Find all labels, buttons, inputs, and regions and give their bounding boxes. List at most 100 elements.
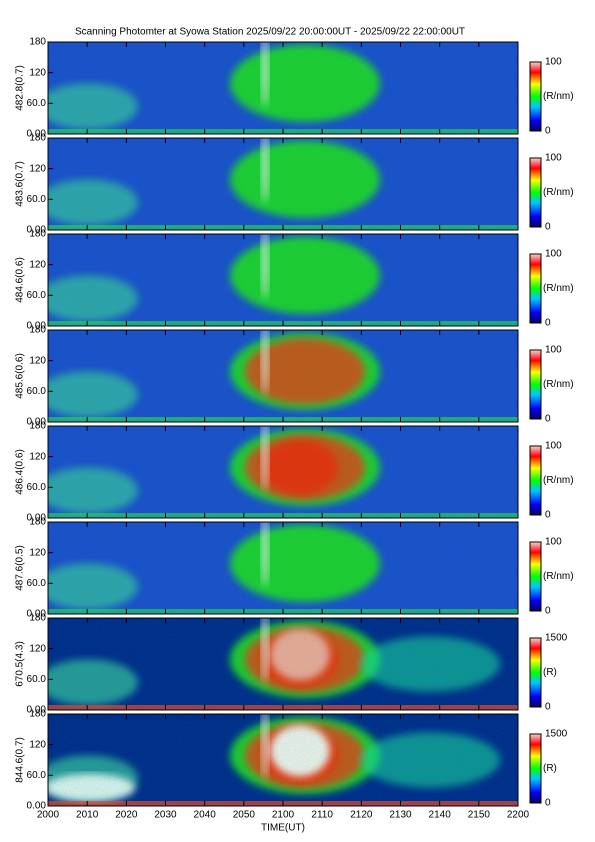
y-tick-label: 0.00 — [27, 225, 47, 236]
colorbar — [529, 157, 542, 228]
y-axis-label: 670.5(4.3) — [15, 641, 26, 687]
colorbar — [529, 61, 542, 132]
colorbar-tick-label: 0 — [545, 318, 551, 329]
keogram-noise — [48, 426, 518, 518]
x-tick-label: 2100 — [272, 810, 295, 821]
y-tick-label: 180 — [29, 517, 46, 528]
x-tick-label: 2000 — [37, 810, 60, 821]
colorbar-label: (R) — [543, 763, 557, 774]
x-tick-label: 2020 — [115, 810, 138, 821]
y-tick-label: 60.0 — [27, 578, 47, 589]
y-tick-label: 0.00 — [27, 609, 47, 620]
colorbar — [529, 349, 542, 420]
colorbar-tick-label: 100 — [545, 441, 562, 452]
colorbar-tick-label: 0 — [545, 798, 551, 809]
aurora — [48, 522, 518, 614]
keogram — [47, 713, 519, 807]
x-tick-label: 2110 — [311, 810, 333, 821]
title: Scanning Photomter at Syowa Station 2025… — [75, 27, 465, 38]
keogram — [47, 41, 519, 135]
colorbar-label: (R/nm) — [543, 187, 574, 198]
y-tick-label: 0.00 — [27, 321, 47, 332]
keogram-noise — [48, 138, 518, 230]
y-tick-label: 180 — [29, 421, 46, 432]
keogram-noise — [48, 330, 518, 422]
y-tick-label: 60.0 — [27, 482, 47, 493]
colorbar-tick-label: 0 — [545, 702, 551, 713]
keogram-noise — [48, 618, 518, 710]
y-tick-label: 60.0 — [27, 194, 47, 205]
aurora — [48, 234, 518, 326]
x-tick-label: 2150 — [468, 810, 491, 821]
x-axis-label: TIME(UT) — [261, 823, 305, 834]
keogram — [47, 425, 519, 519]
y-tick-label: 0.00 — [27, 513, 47, 524]
y-tick-label: 0.00 — [27, 417, 47, 428]
x-tick-label: 2130 — [389, 810, 412, 821]
colorbar-label: (R/nm) — [543, 283, 574, 294]
colorbar-tick-label: 100 — [545, 153, 562, 164]
y-tick-label: 180 — [29, 133, 46, 144]
keogram-noise — [48, 234, 518, 326]
keogram — [47, 617, 519, 711]
colorbar-tick-label: 0 — [545, 414, 551, 425]
colorbar-tick-label: 1500 — [545, 633, 568, 644]
y-tick-label: 120 — [29, 547, 46, 558]
keogram — [47, 233, 519, 327]
y-axis-label: 486.4(0.6) — [15, 449, 26, 495]
y-tick-label: 120 — [29, 259, 46, 270]
y-tick-label: 0.00 — [27, 705, 47, 716]
x-tick-label: 2050 — [233, 810, 256, 821]
keogram — [47, 521, 519, 615]
y-tick-label: 120 — [29, 163, 46, 174]
colorbar-tick-label: 0 — [545, 510, 551, 521]
colorbar-label: (R/nm) — [543, 91, 574, 102]
colorbar — [529, 733, 542, 804]
aurora — [48, 426, 518, 518]
y-tick-label: 0.00 — [27, 129, 47, 140]
y-tick-label: 0.00 — [27, 801, 47, 812]
y-axis-label: 485.6(0.6) — [15, 353, 26, 399]
x-tick-label: 2200 — [507, 810, 530, 821]
y-tick-label: 120 — [29, 355, 46, 366]
y-tick-label: 60.0 — [27, 770, 47, 781]
y-axis-label: 482.8(0.7) — [15, 65, 26, 111]
colorbar — [529, 637, 542, 708]
y-tick-label: 60.0 — [27, 386, 47, 397]
keogram-noise — [48, 522, 518, 614]
y-tick-label: 180 — [29, 709, 46, 720]
y-tick-label: 60.0 — [27, 98, 47, 109]
colorbar-label: (R/nm) — [543, 571, 574, 582]
x-tick-label: 2030 — [154, 810, 177, 821]
colorbar-tick-label: 100 — [545, 249, 562, 260]
colorbar-tick-label: 1500 — [545, 729, 568, 740]
x-tick-label: 2120 — [350, 810, 373, 821]
y-tick-label: 180 — [29, 613, 46, 624]
colorbar-label: (R/nm) — [543, 379, 574, 390]
colorbar — [529, 253, 542, 324]
y-axis-label: 484.6(0.6) — [15, 257, 26, 303]
y-tick-label: 180 — [29, 325, 46, 336]
colorbar — [529, 445, 542, 516]
y-tick-label: 60.0 — [27, 290, 47, 301]
keogram — [47, 329, 519, 423]
colorbar-tick-label: 100 — [545, 345, 562, 356]
y-tick-label: 180 — [29, 37, 46, 48]
colorbar-tick-label: 0 — [545, 606, 551, 617]
y-tick-label: 120 — [29, 451, 46, 462]
y-tick-label: 120 — [29, 67, 46, 78]
colorbar-tick-label: 100 — [545, 57, 562, 68]
colorbar-tick-label: 0 — [545, 222, 551, 233]
y-axis-label: 487.6(0.5) — [15, 545, 26, 591]
x-tick-label: 2010 — [76, 810, 99, 821]
colorbar — [529, 541, 542, 612]
aurora — [48, 330, 518, 422]
colorbar-tick-label: 100 — [545, 537, 562, 548]
y-tick-label: 120 — [29, 739, 46, 750]
x-tick-label: 2140 — [429, 810, 452, 821]
colorbar-label: (R) — [543, 667, 557, 678]
keogram-noise — [48, 714, 518, 806]
y-tick-label: 60.0 — [27, 674, 47, 685]
colorbar-label: (R/nm) — [543, 475, 574, 486]
